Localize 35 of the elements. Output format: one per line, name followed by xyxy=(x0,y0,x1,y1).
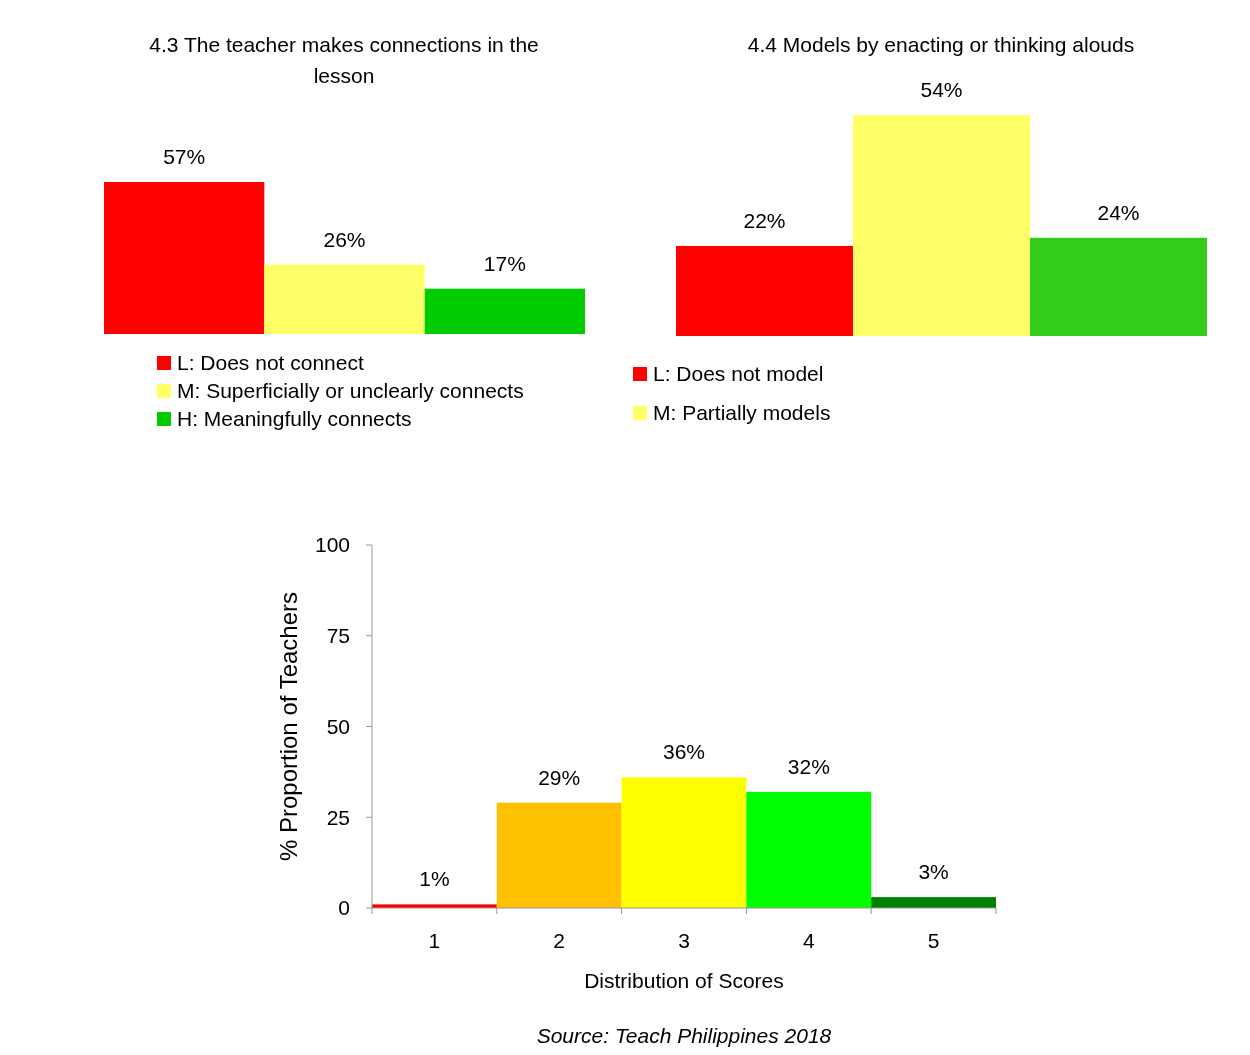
legend-label: H: Meaningfully connects xyxy=(177,407,412,431)
y-tick-label: 25 xyxy=(326,805,350,829)
y-tick-label: 75 xyxy=(326,624,350,648)
chart-title: 4.3 The teacher makes connections in the lesson xyxy=(149,33,539,87)
y-axis-title: % Proportion of Teachers xyxy=(275,591,302,862)
data-label: 24% xyxy=(1097,200,1140,224)
data-label: 29% xyxy=(538,765,581,789)
y-tick-label: 0 xyxy=(338,896,350,920)
x-tick-label: 3 xyxy=(678,929,690,952)
legend-label: M: Partially models xyxy=(653,401,831,425)
data-label: 17% xyxy=(483,251,526,275)
bar xyxy=(746,791,872,908)
bar xyxy=(496,802,622,908)
data-label: 32% xyxy=(787,754,830,778)
data-label: 26% xyxy=(323,227,366,251)
chart-title: 4.4 Models by enacting or thinking alouds xyxy=(747,33,1135,56)
x-tick-label: 1 xyxy=(428,929,441,952)
legend-label: M: Superficially or unclearly connects xyxy=(177,379,524,403)
x-tick-label: 4 xyxy=(802,929,815,952)
legend-label: L: Does not connect xyxy=(177,351,364,375)
bar xyxy=(871,897,996,908)
data-label: 3% xyxy=(918,860,949,884)
x-tick-label: 2 xyxy=(553,929,566,952)
data-label: 57% xyxy=(163,145,206,168)
y-tick-label: 100 xyxy=(314,533,350,557)
x-axis-title: Distribution of Scores xyxy=(584,969,784,992)
source-note: Source: Teach Philippines 2018 xyxy=(536,1024,832,1047)
data-label: 54% xyxy=(920,78,963,101)
legend-label: L: Does not model xyxy=(653,362,824,386)
y-tick-label: 50 xyxy=(326,714,350,738)
x-tick-label: 5 xyxy=(927,929,940,952)
bar xyxy=(621,777,747,908)
data-label: 1% xyxy=(419,867,450,891)
data-label: 22% xyxy=(743,208,786,232)
data-label: 36% xyxy=(662,740,706,764)
